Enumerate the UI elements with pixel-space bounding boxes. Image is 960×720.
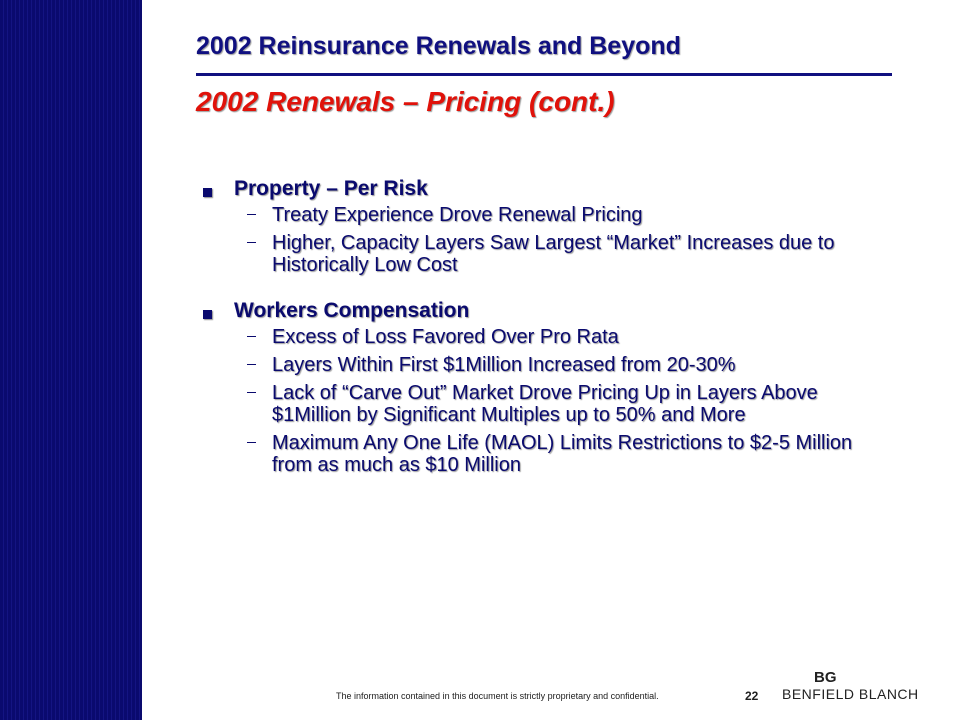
list-item-text: Treaty Experience Drove Renewal Pricing xyxy=(272,204,643,226)
benfield-blanch-logo: BG BENFIELD BLANCH xyxy=(782,668,918,704)
dash-bullet-icon xyxy=(247,442,256,443)
list-item-text: Layers Within First $1Million Increased … xyxy=(272,354,736,376)
page-number: 22 xyxy=(745,689,759,703)
slide-content: Property – Per Risk Treaty Experience Dr… xyxy=(196,177,886,482)
list-item-text: Lack of “Carve Out” Market Drove Pricing… xyxy=(272,382,818,426)
bullet-list: Excess of Loss Favored Over Pro Rata Lay… xyxy=(234,326,886,476)
dash-bullet-icon xyxy=(247,392,256,393)
dash-bullet-icon xyxy=(247,364,256,365)
logo-text: BENFIELD BLANCH xyxy=(782,686,919,702)
square-bullet-icon xyxy=(203,310,212,319)
list-item: Higher, Capacity Layers Saw Largest “Mar… xyxy=(234,232,886,276)
bullet-list: Treaty Experience Drove Renewal Pricing … xyxy=(234,204,886,276)
list-item: Treaty Experience Drove Renewal Pricing xyxy=(234,204,886,226)
logo-mark-text: BG xyxy=(814,669,837,684)
dash-bullet-icon xyxy=(247,242,256,243)
list-item-text: Excess of Loss Favored Over Pro Rata xyxy=(272,326,619,348)
section-heading: Property – Per Risk xyxy=(234,177,428,200)
list-item-text: Maximum Any One Life (MAOL) Limits Restr… xyxy=(272,432,853,476)
list-item: Lack of “Carve Out” Market Drove Pricing… xyxy=(234,382,886,426)
bg-logo-icon: BG xyxy=(814,669,837,684)
section-property: Property – Per Risk Treaty Experience Dr… xyxy=(196,177,886,276)
list-item: Layers Within First $1Million Increased … xyxy=(234,354,886,376)
list-item-text: Higher, Capacity Layers Saw Largest “Mar… xyxy=(272,232,835,276)
slide-title: 2002 Reinsurance Renewals and Beyond xyxy=(196,32,681,60)
slide-subtitle: 2002 Renewals – Pricing (cont.) xyxy=(196,86,615,117)
list-item: Excess of Loss Favored Over Pro Rata xyxy=(234,326,886,348)
list-item: Maximum Any One Life (MAOL) Limits Restr… xyxy=(234,432,886,476)
left-sidebar-band xyxy=(0,0,142,720)
dash-bullet-icon xyxy=(247,214,256,215)
dash-bullet-icon xyxy=(247,336,256,337)
square-bullet-icon xyxy=(203,188,212,197)
section-workers-comp: Workers Compensation Excess of Loss Favo… xyxy=(196,299,886,476)
section-heading: Workers Compensation xyxy=(234,299,470,322)
title-divider xyxy=(196,73,892,76)
confidentiality-note: The information contained in this docume… xyxy=(336,691,659,701)
